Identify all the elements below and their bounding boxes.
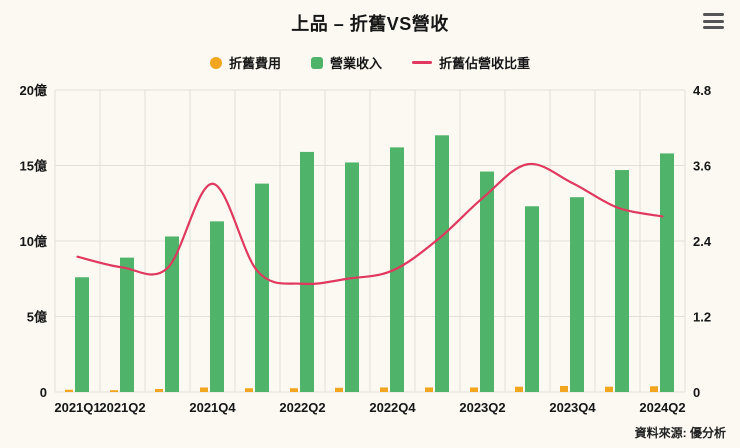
svg-text:2021Q2: 2021Q2	[99, 400, 145, 415]
menu-bar	[703, 26, 724, 29]
svg-text:0: 0	[693, 385, 700, 400]
menu-bar	[703, 13, 724, 16]
svg-text:2.4: 2.4	[693, 234, 712, 249]
svg-text:4.8: 4.8	[693, 83, 711, 98]
depreciation-marker-icon	[209, 56, 222, 69]
legend: 折舊費用 營業收入 折舊佔營收比重	[0, 53, 740, 72]
legend-label-ratio: 折舊佔營收比重	[439, 56, 531, 71]
svg-text:10億: 10億	[20, 234, 47, 249]
svg-text:1.2: 1.2	[693, 310, 711, 325]
svg-text:2023Q4: 2023Q4	[549, 400, 596, 415]
svg-text:2022Q2: 2022Q2	[279, 400, 325, 415]
data-source: 資料來源: 優分析	[634, 426, 726, 440]
hamburger-menu-icon[interactable]	[703, 13, 724, 29]
revenue-marker-icon	[310, 56, 323, 69]
chart-title: 上品 – 折舊VS營收	[291, 14, 449, 34]
svg-text:2024Q2: 2024Q2	[639, 400, 685, 415]
menu-bar	[703, 19, 724, 23]
svg-text:20億: 20億	[20, 83, 47, 98]
legend-item-ratio[interactable]: 折舊佔營收比重	[412, 53, 530, 72]
ratio-line-marker-icon	[412, 61, 432, 64]
svg-text:2022Q4: 2022Q4	[369, 400, 416, 415]
svg-text:2021Q1: 2021Q1	[54, 400, 100, 415]
legend-label-revenue: 營業收入	[329, 56, 382, 71]
svg-text:2023Q2: 2023Q2	[459, 400, 505, 415]
svg-text:5億: 5億	[27, 310, 47, 325]
svg-text:2021Q4: 2021Q4	[189, 400, 236, 415]
legend-label-depreciation: 折舊費用	[228, 56, 281, 71]
svg-text:0: 0	[40, 385, 47, 400]
svg-text:15億: 15億	[20, 159, 47, 174]
legend-item-depreciation[interactable]: 折舊費用	[209, 53, 281, 72]
legend-item-revenue[interactable]: 營業收入	[310, 53, 382, 72]
svg-text:3.6: 3.6	[693, 159, 711, 174]
